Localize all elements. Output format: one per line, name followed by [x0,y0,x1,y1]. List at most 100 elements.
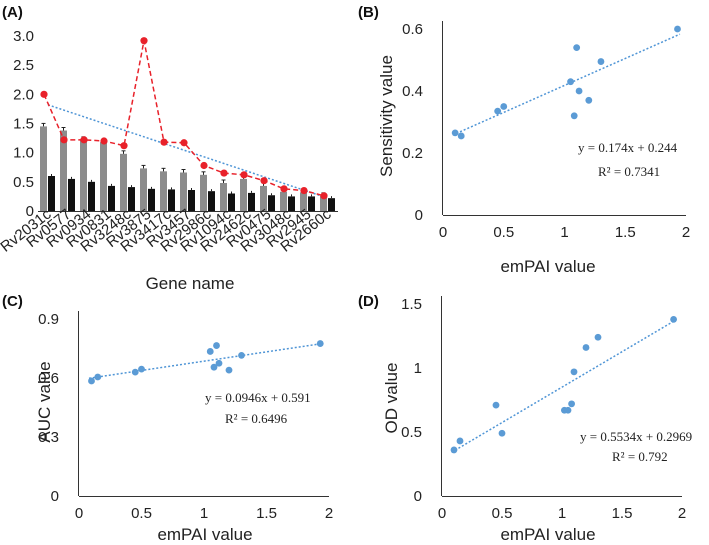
panel-a-bar-black [108,185,115,211]
panel-a-ytick-label: 2.5 [13,57,34,74]
panel-b-xtick-label: 1 [560,224,568,241]
panel-b-ylabel: Sensitivity value [377,55,396,177]
panel-b-point [570,112,578,120]
panel-c-xtick-label: 1.5 [256,505,277,522]
panel-c-point [206,348,214,355]
panel-a-ytick-label: 2.0 [13,86,34,103]
panel-a-red-point [200,161,208,170]
panel-a-red-point [220,169,228,177]
panel-a-bar-black [68,178,75,211]
panel-label-d: (D) [358,293,379,310]
panel-d-ytick-label: 0.5 [401,424,422,441]
panel-a-bar-black [48,176,55,211]
panel-label-a: (A) [2,4,23,21]
panel-d-point [582,344,590,351]
panel-d-xtick-label: 0 [438,505,446,522]
bar-chart-panel-a: Gene name 00.51.01.52.02.53.0Rv2031cRv05… [0,28,338,293]
panel-d-xlabel: emPAI value [500,525,595,544]
panel-d-point [498,429,506,437]
panel-c-point [225,366,233,374]
panel-a-red-point [120,142,128,150]
panel-d-ylabel: OD value [382,363,401,434]
panel-c-ytick-label: 0.3 [38,429,59,446]
panel-d-point [564,406,572,414]
panel-a-bar-grey [180,172,187,211]
panel-a-bar-black [88,181,95,211]
panel-b-point [500,103,508,110]
panel-a-ytick-label: 1.5 [13,116,34,133]
panel-d-point [450,446,458,454]
panel-b-point [597,58,605,65]
scatter-panel-c: emPAI value AUC value y = 0.0946x + 0.59… [35,311,333,544]
panel-c-xtick-label: 0.5 [131,505,152,522]
panel-a-bar-black [208,191,215,211]
panel-a-red-point [140,37,148,45]
panel-a-bar-black [288,196,295,211]
panel-d-point [568,400,575,408]
panel-label-b: (B) [358,4,379,21]
panel-a-red-point [180,139,188,147]
panel-b-point [674,25,681,33]
panel-b-point [457,132,465,140]
panel-b-ytick-label: 0.4 [402,83,423,100]
panel-d-ytick-label: 1.5 [401,296,422,313]
panel-a-bar-grey [220,183,227,211]
panel-a-bar-grey [40,126,47,211]
scatter-panel-d: emPAI value OD value y = 0.5534x + 0.296… [382,296,692,544]
panel-a-bar-grey [60,130,67,211]
panel-b-xtick-label: 1.5 [615,224,636,241]
panel-a-red-point [160,138,168,146]
panel-label-c: (C) [2,293,23,310]
panel-a-bar-black [168,189,175,211]
panel-a-bar-black [328,198,335,211]
panel-a-bar-grey [260,185,267,211]
panel-a-bar-grey [100,142,107,211]
panel-d-ytick-label: 1 [414,360,422,377]
panel-a-red-point [280,185,288,193]
panel-c-xtick-label: 2 [325,505,333,522]
panel-a-bar-grey [320,195,327,211]
panel-c-xtick-label: 1 [200,505,208,522]
panel-a-bar-black [308,196,315,211]
panel-b-ytick-label: 0 [415,207,423,224]
panel-a-red-point [100,137,108,145]
panel-c-point [316,340,324,347]
panel-a-bar-black [248,192,255,211]
panel-c-ylabel: AUC value [35,361,54,442]
panel-a-bar-grey [200,174,207,211]
panel-c-ytick-label: 0.6 [38,370,59,387]
panel-c-point [138,365,145,373]
panel-c-xlabel: emPAI value [157,525,252,544]
panel-c-ytick-label: 0 [51,488,59,505]
scatter-panel-b: emPAI value Sensitivity value y = 0.174x… [377,21,690,276]
panel-d-point [456,437,464,445]
panel-c-equation: y = 0.0946x + 0.591 [205,390,311,405]
panel-a-bar-grey [300,192,307,211]
panel-b-point [451,129,459,137]
panel-c-point [88,377,95,385]
panel-a-bar-grey [80,139,87,211]
panel-b-point [575,87,583,95]
panel-a-red-point [60,136,68,144]
panel-a-bar-grey [160,171,167,211]
panel-a-bar-grey [120,153,127,211]
panel-c-ytick-label: 0.9 [38,311,59,328]
panel-a-bar-grey [280,191,287,211]
panel-b-r2: R² = 0.7341 [598,164,660,179]
panel-b-xtick-label: 0.5 [493,224,514,241]
panel-a-bar-black [148,188,155,211]
panel-a-bar-grey [140,168,147,211]
panel-c-point [94,373,102,381]
panel-a-ytick-label: 1.0 [13,145,34,162]
panel-d-point [492,401,500,409]
panel-c-point [210,363,218,371]
panel-c-xtick-label: 0 [75,505,83,522]
panel-a-ytick-label: 3.0 [13,28,34,45]
panel-b-point [585,96,593,104]
panel-a-red-point [300,186,308,195]
panel-d-point [570,368,578,376]
panel-d-xtick-label: 0.5 [492,505,513,522]
panel-a-red-point [320,192,328,200]
panel-d-ytick-label: 0 [414,488,422,505]
